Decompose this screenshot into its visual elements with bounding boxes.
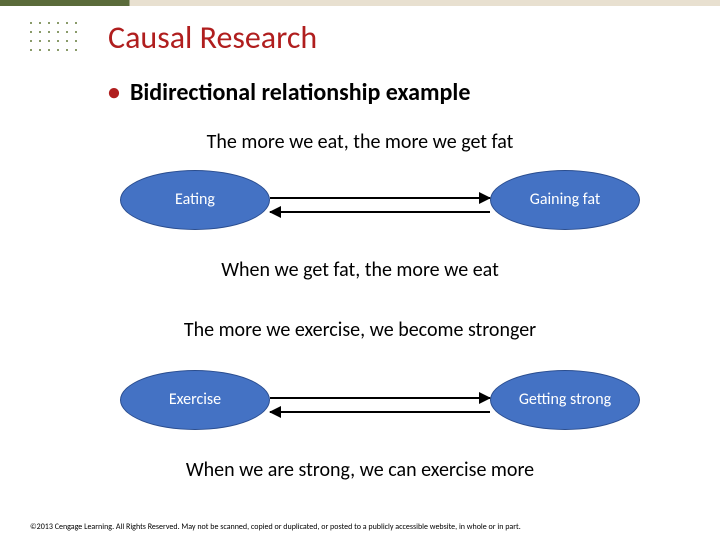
node-getting-strong: Getting strong <box>490 370 640 430</box>
node-gaining-fat: Gaining fat <box>490 170 640 230</box>
arrows-example2 <box>270 385 490 425</box>
example2-top-caption: The more we exercise, we become stronger <box>0 318 720 342</box>
arrows-example1 <box>270 185 490 225</box>
copyright-footer: ©2013 Cengage Learning. All Rights Reser… <box>30 522 521 532</box>
bullet-icon: • <box>108 78 120 107</box>
page-title: Causal Research <box>108 18 317 57</box>
node-exercise: Exercise <box>120 370 270 430</box>
arrow-right-icon <box>270 397 490 399</box>
arrow-left-icon <box>270 211 490 213</box>
arrow-left-icon <box>270 411 490 413</box>
accent-bar <box>0 0 720 6</box>
example2-bottom-caption: When we are strong, we can exercise more <box>0 458 720 482</box>
subtitle: • Bidirectional relationship example <box>108 78 470 107</box>
arrow-right-icon <box>270 197 490 199</box>
node-eating: Eating <box>120 170 270 230</box>
example1-top-caption: The more we eat, the more we get fat <box>0 130 720 154</box>
subtitle-text: Bidirectional relationship example <box>130 78 470 107</box>
example1-bottom-caption: When we get fat, the more we eat <box>0 258 720 282</box>
decorative-dots <box>30 22 90 62</box>
